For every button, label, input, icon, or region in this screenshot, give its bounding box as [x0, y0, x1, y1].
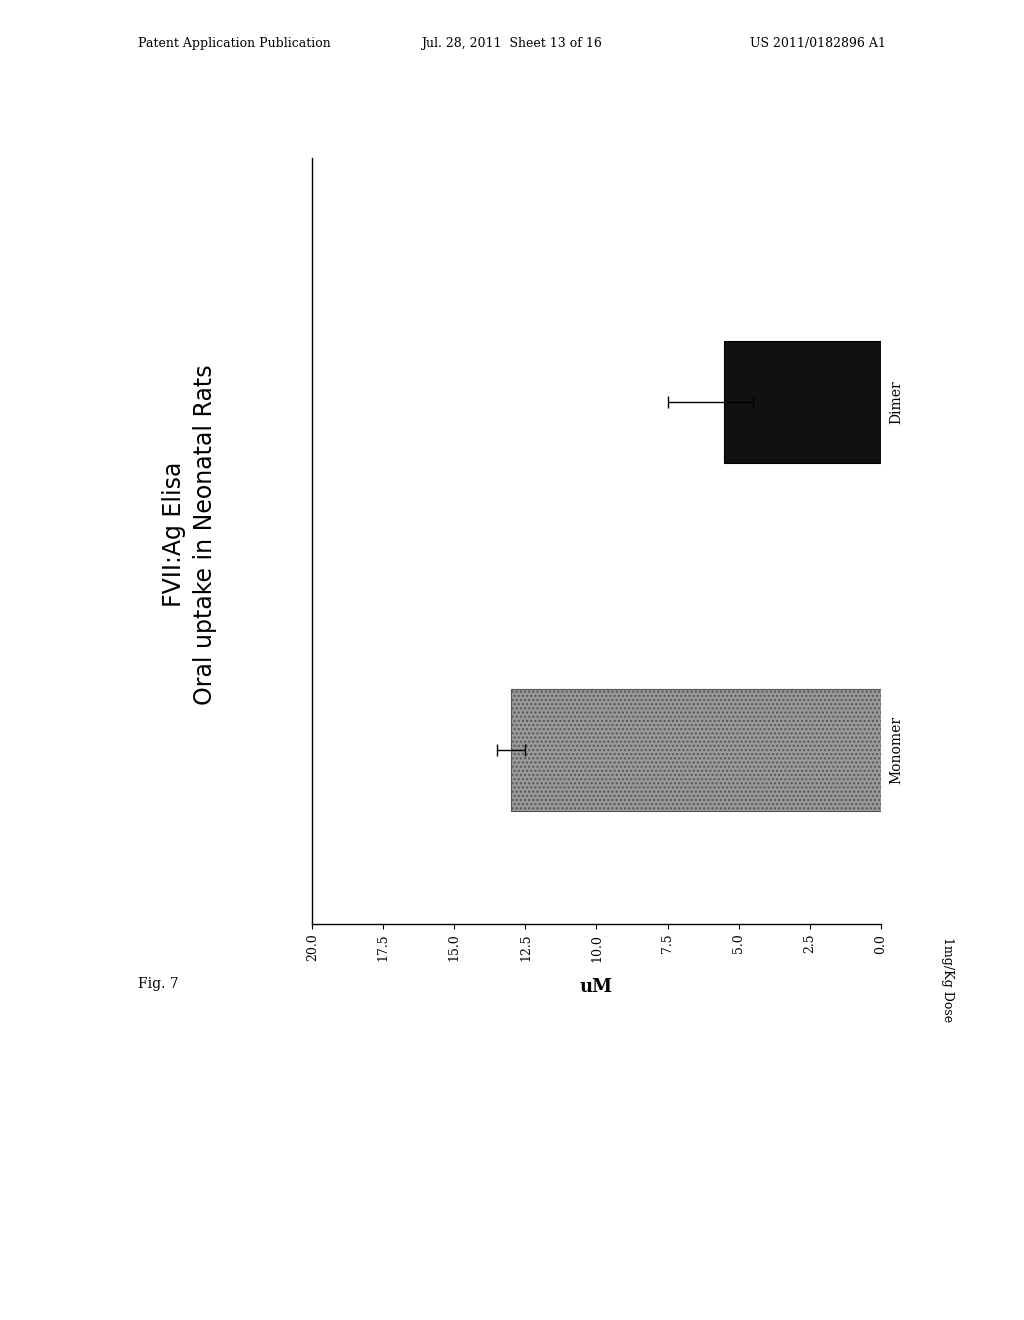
Text: Patent Application Publication: Patent Application Publication — [138, 37, 331, 50]
Text: Dimer: Dimer — [889, 380, 903, 424]
Bar — [724, 341, 881, 463]
X-axis label: uM: uM — [580, 978, 613, 997]
Text: 1mg/Kg Dose: 1mg/Kg Dose — [941, 937, 953, 1022]
Text: Monomer: Monomer — [889, 715, 903, 784]
Text: FVII:Ag Elisa
Oral uptake in Neonatal Rats: FVII:Ag Elisa Oral uptake in Neonatal Ra… — [162, 364, 217, 705]
Bar — [511, 689, 881, 810]
Text: US 2011/0182896 A1: US 2011/0182896 A1 — [750, 37, 886, 50]
Text: Jul. 28, 2011  Sheet 13 of 16: Jul. 28, 2011 Sheet 13 of 16 — [422, 37, 602, 50]
Text: Fig. 7: Fig. 7 — [138, 977, 179, 991]
